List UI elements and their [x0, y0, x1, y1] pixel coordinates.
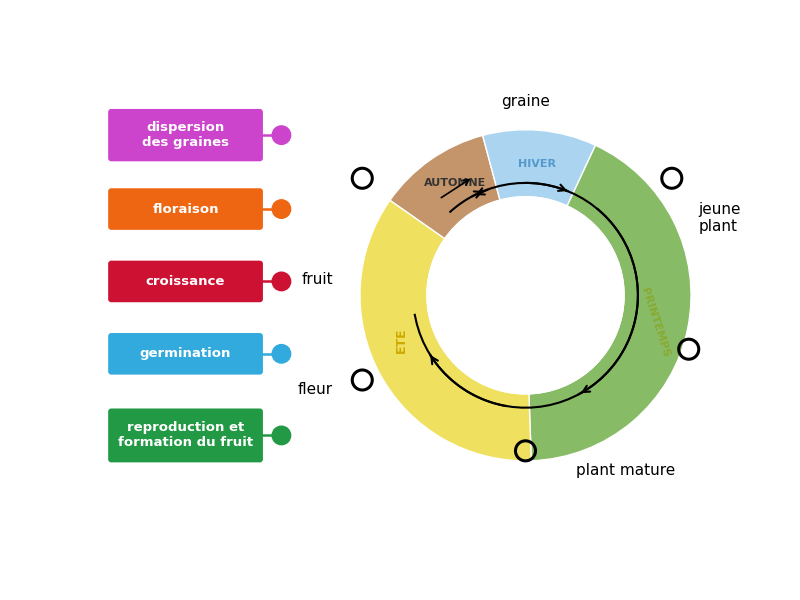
Text: jeune
plant: jeune plant [698, 202, 742, 235]
Text: ETE: ETE [395, 328, 408, 353]
Text: graine: graine [501, 94, 550, 109]
FancyBboxPatch shape [108, 260, 263, 302]
Text: reproduction et
formation du fruit: reproduction et formation du fruit [118, 421, 253, 449]
Text: fleur: fleur [298, 382, 333, 397]
Wedge shape [482, 130, 595, 206]
FancyBboxPatch shape [108, 109, 263, 161]
Wedge shape [390, 136, 500, 239]
Circle shape [272, 272, 290, 290]
Wedge shape [529, 145, 691, 461]
FancyBboxPatch shape [108, 409, 263, 463]
Text: PRINTEMPS: PRINTEMPS [638, 287, 670, 359]
Circle shape [427, 197, 624, 394]
Text: dispersion
des graines: dispersion des graines [142, 121, 229, 149]
Text: floraison: floraison [152, 203, 218, 215]
Text: HIVER: HIVER [518, 159, 556, 169]
Circle shape [272, 126, 290, 145]
Circle shape [272, 426, 290, 445]
Circle shape [272, 200, 290, 218]
FancyBboxPatch shape [108, 188, 263, 230]
Text: fruit: fruit [302, 272, 333, 287]
Text: germination: germination [140, 347, 231, 361]
Text: AUTOMNE: AUTOMNE [424, 178, 486, 188]
Text: croissance: croissance [146, 275, 226, 288]
FancyBboxPatch shape [108, 333, 263, 374]
Circle shape [272, 344, 290, 363]
Text: plant mature: plant mature [576, 463, 675, 478]
Wedge shape [360, 200, 531, 461]
